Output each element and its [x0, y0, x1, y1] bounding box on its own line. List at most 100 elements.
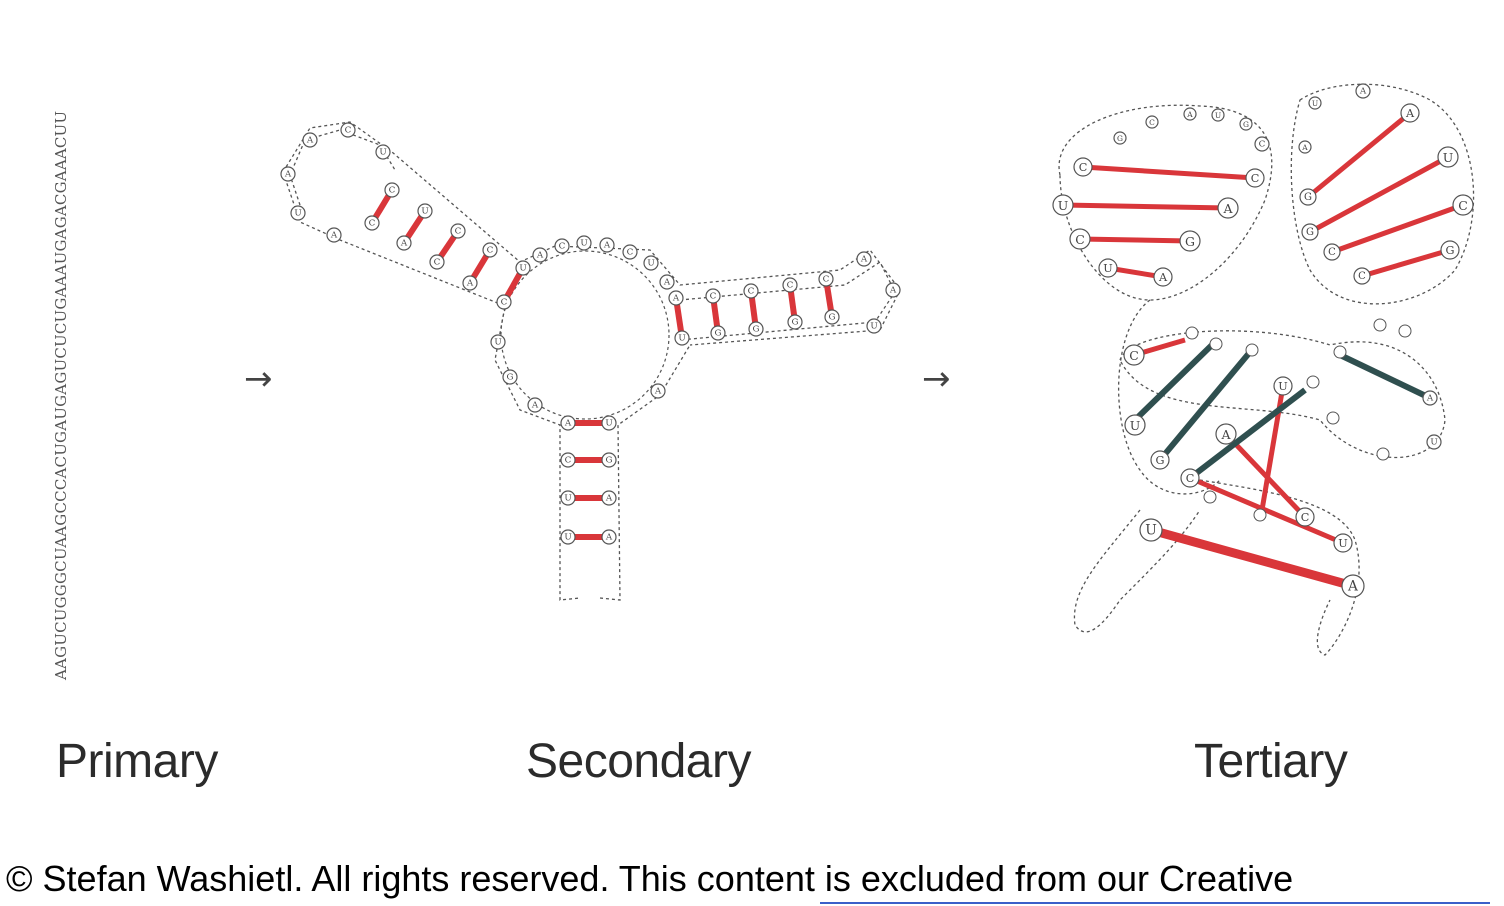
nucleotide: U [1437, 146, 1459, 168]
nucleotide-letter: A [564, 419, 572, 429]
nucleotide-bead [1253, 508, 1267, 522]
nucleotide-letter: C [627, 248, 634, 258]
nucleotide: U [601, 415, 617, 431]
nucleotide: A [1400, 103, 1420, 123]
nucleotide: A [650, 383, 666, 399]
nucleotide-circle [1452, 194, 1474, 216]
nucleotide-letter: A [663, 278, 671, 288]
nucleotide: C [622, 244, 638, 260]
nucleotide-circle [1098, 258, 1118, 278]
nucleotide: C [1254, 136, 1270, 152]
nucleotide: U [1098, 258, 1118, 278]
nucleotide-circle [560, 415, 576, 431]
nucleotide-letter: A [284, 170, 292, 180]
nucleotide-letter: U [494, 338, 501, 348]
nucleotide-circle [490, 334, 506, 350]
nucleotide-letter: C [345, 126, 352, 136]
nucleotide: U [1308, 96, 1322, 110]
tertiary-outline [1117, 299, 1221, 495]
base-pair-bond [1062, 202, 1229, 211]
base-pair-bond [1157, 350, 1253, 462]
nucleotide: C [384, 182, 400, 198]
nucleotide-circle [1123, 344, 1145, 366]
tertiary-outline [1073, 509, 1201, 633]
nucleotide: U [560, 529, 576, 545]
base-pair-bond [1132, 339, 1218, 423]
nucleotide-circle [674, 330, 690, 346]
nucleotide: A [560, 415, 576, 431]
nucleotide-circle [560, 529, 576, 545]
nucleotide: A [601, 529, 617, 545]
nucleotide-bead [1398, 324, 1412, 338]
nucleotide-circle [856, 251, 872, 267]
nucleotide-circle [787, 314, 803, 330]
nucleotide-circle [364, 215, 380, 231]
nucleotide-circle [1273, 376, 1293, 396]
nucleotide: C [1245, 168, 1265, 188]
nucleotide-letter: A [889, 286, 897, 296]
nucleotide-letter: G [1156, 454, 1165, 467]
nucleotide: U [1052, 194, 1074, 216]
nucleotide: G [824, 309, 840, 325]
nucleotide: C [1145, 115, 1159, 129]
nucleotide-circle [1145, 115, 1159, 129]
nucleotide: U [375, 144, 391, 160]
nucleotide: C [1069, 228, 1091, 250]
nucleotide-letter: C [455, 227, 462, 237]
nucleotide-circle [1333, 533, 1353, 553]
base-pair-bond [1338, 352, 1432, 401]
nucleotide-letter: U [1058, 198, 1069, 213]
nucleotide: A [1298, 140, 1312, 154]
nucleotide: G [710, 325, 726, 341]
nucleotide: C [429, 254, 445, 270]
base-pair-bond [1361, 247, 1451, 279]
nucleotide-letter: C [1075, 232, 1085, 247]
nucleotide-letter: A [1347, 579, 1359, 595]
nucleotide-letter: G [1185, 234, 1195, 249]
nucleotide: A [1217, 197, 1239, 219]
nucleotide-letter: A [605, 494, 613, 504]
nucleotide: C [1353, 267, 1371, 285]
nucleotide: A [462, 275, 478, 291]
nucleotide-circle [1245, 168, 1265, 188]
nucleotide-circle [375, 144, 391, 160]
nucleotide: U [515, 260, 531, 276]
nucleotide-circle [1150, 450, 1170, 470]
nucleotide-letter: C [1328, 247, 1336, 258]
nucleotide-circle [560, 452, 576, 468]
nucleotide-circle [1239, 117, 1253, 131]
nucleotide: A [1183, 107, 1197, 121]
nucleotide-circle [1217, 197, 1239, 219]
base-pair-bond [1331, 202, 1464, 255]
base-pair-bond [1188, 387, 1307, 481]
base-pair-bond [1306, 111, 1412, 199]
link-underline [820, 902, 1490, 904]
nucleotide-letter: U [379, 148, 386, 158]
nucleotide: C [782, 277, 798, 293]
base-pair-bond [1149, 525, 1355, 591]
nucleotide-circle [396, 235, 412, 251]
nucleotide-circle [1180, 468, 1200, 488]
nucleotide: C [818, 271, 834, 287]
nucleotide-letter: A [1186, 110, 1193, 119]
nucleotide-letter: G [1446, 244, 1455, 257]
backbone-outline [679, 261, 896, 341]
nucleotide-bead [1333, 345, 1347, 359]
nucleotide-letter: A [330, 231, 338, 241]
nucleotide-letter: A [1426, 394, 1434, 404]
nucleotide-circle [1299, 188, 1317, 206]
nucleotide-circle [1353, 267, 1371, 285]
tertiary-outline [1058, 104, 1273, 301]
nucleotide: A [668, 290, 684, 306]
nucleotide-circle [650, 383, 666, 399]
nucleotide-bead [1245, 343, 1259, 357]
nucleotide-letter: A [1158, 271, 1168, 284]
nucleotide-circle [1308, 96, 1322, 110]
nucleotide-letter: G [715, 329, 722, 339]
nucleotide-letter: G [792, 318, 799, 328]
backbone-outline [599, 344, 691, 601]
nucleotide: A [1215, 423, 1237, 445]
nucleotide-letter: A [536, 251, 544, 261]
